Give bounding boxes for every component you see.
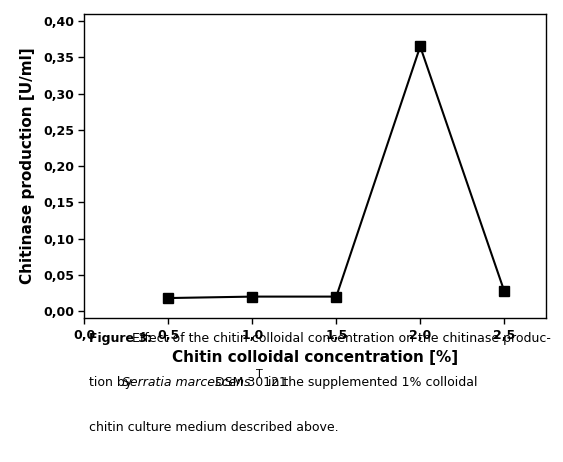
Text: tion by: tion by <box>89 376 136 389</box>
Text: in the supplemented 1% colloidal: in the supplemented 1% colloidal <box>263 376 477 389</box>
Text: Figure 3:: Figure 3: <box>89 332 152 345</box>
Text: Effect of the chitin colloidal concentration on the chitinase produc-: Effect of the chitin colloidal concentra… <box>128 332 551 345</box>
Text: Serratia marcescens: Serratia marcescens <box>122 376 251 389</box>
Text: DSM 30121: DSM 30121 <box>212 376 287 389</box>
X-axis label: Chitin colloidal concentration [%]: Chitin colloidal concentration [%] <box>172 350 458 365</box>
Y-axis label: Chitinase production [U/ml]: Chitinase production [U/ml] <box>20 48 35 285</box>
Text: T: T <box>256 369 263 379</box>
Text: chitin culture medium described above.: chitin culture medium described above. <box>89 420 339 434</box>
